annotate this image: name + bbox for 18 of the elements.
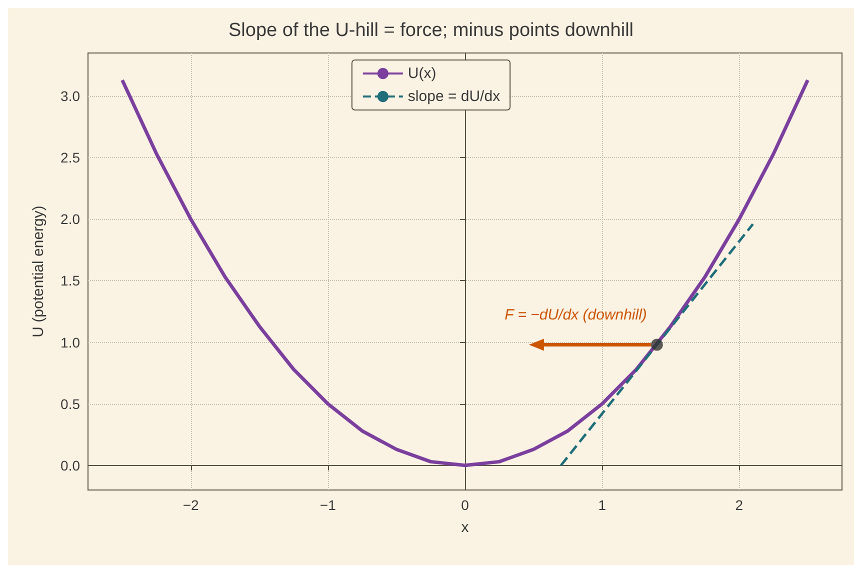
- x-axis-title: x: [461, 519, 470, 536]
- x-tick-label: 1: [598, 497, 606, 513]
- y-axis-title: U (potential energy): [30, 206, 47, 338]
- x-tick-label: −2: [182, 497, 200, 513]
- x-tick-label: 2: [735, 497, 744, 513]
- x-tick-label: 0: [461, 497, 470, 513]
- chart-title: Slope of the U-hill = force; minus points downhill: [228, 20, 634, 41]
- y-tick-label: 3.0: [60, 88, 80, 104]
- y-tick-label: 0.0: [60, 457, 80, 474]
- legend-label: U(x): [408, 65, 436, 82]
- x-tick-label: −1: [320, 497, 336, 513]
- legend-label: slope = dU/dx: [408, 88, 501, 105]
- y-tick-label: 0.5: [60, 396, 80, 412]
- annotation: F = −dU/dx (downhill): [504, 306, 647, 324]
- y-tick-label: 2.5: [60, 150, 80, 166]
- y-tick-label: 2.0: [60, 211, 80, 228]
- y-tick-label: 1.0: [60, 334, 80, 350]
- y-tick-label: 1.5: [60, 272, 80, 289]
